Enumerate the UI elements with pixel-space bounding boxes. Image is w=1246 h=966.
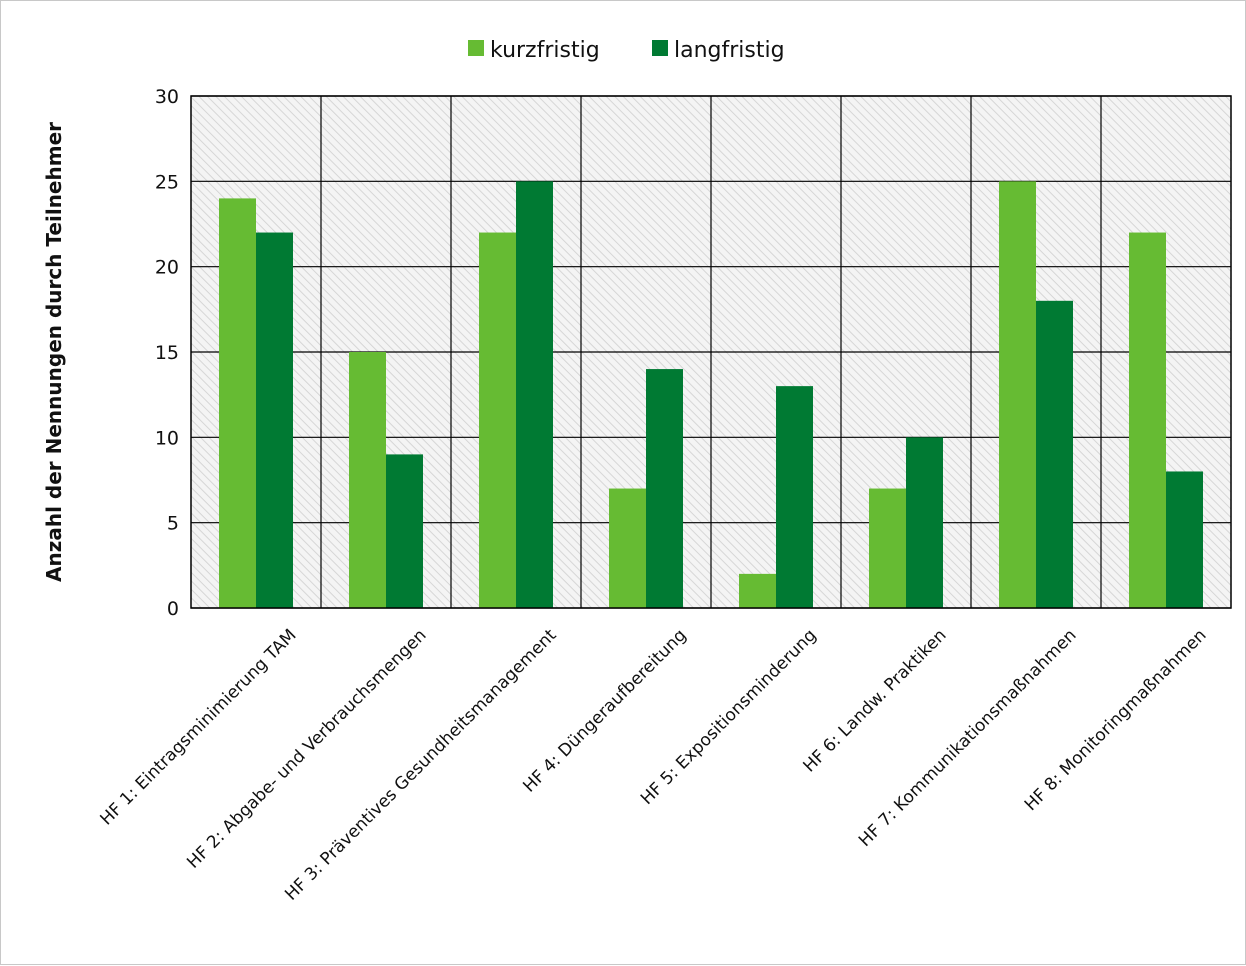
plot-area-border	[190, 95, 1232, 609]
bar-kurzfristig-6	[869, 488, 906, 608]
bar-langfristig-6	[906, 437, 943, 608]
bar-langfristig-1	[256, 232, 293, 609]
y-tick-label: 25	[155, 171, 179, 193]
legend: kurzfristig langfristig	[468, 38, 785, 63]
y-tick-label: 0	[167, 598, 179, 620]
bar-langfristig-7	[1036, 300, 1073, 608]
bar-kurzfristig-2	[349, 352, 386, 608]
y-tick-label: 20	[155, 257, 179, 279]
bar-langfristig-3	[516, 181, 553, 609]
bar-kurzfristig-8	[1129, 232, 1166, 609]
y-tick-label: 10	[155, 427, 179, 449]
bar-langfristig-8	[1166, 471, 1203, 608]
y-tick-labels: 0 5 10 15 20 25 30	[155, 86, 179, 620]
bar-kurzfristig-7	[999, 181, 1036, 609]
y-tick-label: 30	[155, 86, 179, 108]
bars-group	[219, 181, 1203, 609]
y-tick-label: 5	[167, 513, 179, 535]
bar-kurzfristig-5	[739, 573, 776, 608]
legend-label-langfristig: langfristig	[674, 38, 785, 63]
x-category-label: HF 2: Abgabe- und Verbrauchsmengen	[183, 625, 430, 872]
y-tick-label: 15	[155, 342, 179, 364]
x-category-label: HF 6: Landw. Praktiken	[800, 625, 951, 776]
bar-langfristig-4	[646, 369, 683, 608]
x-category-label: HF 7: Kommunikationsmaßnahmen	[855, 625, 1080, 850]
bar-kurzfristig-3	[479, 232, 516, 609]
bar-kurzfristig-4	[609, 488, 646, 608]
y-axis-title: Anzahl der Nennungen durch Teilnehmer	[42, 122, 66, 582]
legend-swatch-langfristig	[652, 40, 668, 56]
bar-langfristig-2	[386, 454, 423, 608]
x-category-label: HF 3: Präventives Gesundheitsmanagement	[281, 625, 560, 904]
legend-swatch-kurzfristig	[468, 40, 484, 56]
bar-kurzfristig-1	[219, 198, 256, 608]
bar-langfristig-5	[776, 386, 813, 608]
legend-label-kurzfristig: kurzfristig	[490, 38, 600, 63]
